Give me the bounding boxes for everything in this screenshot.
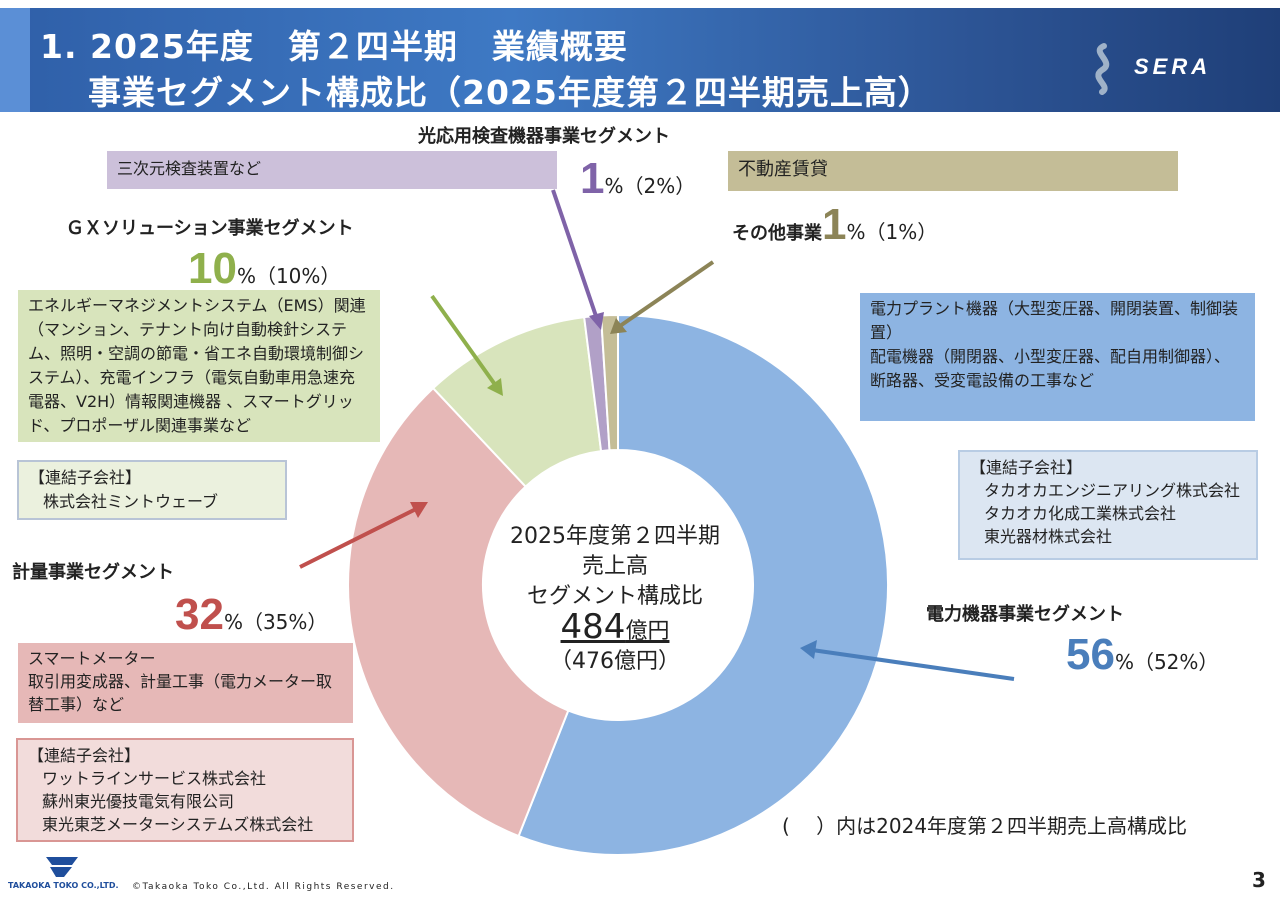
power-desc-line3: 断路器、受変電設備の工事など [870, 371, 1095, 390]
metering-desc-line1: スマートメーター [28, 649, 156, 668]
optical-desc: 三次元検査装置など [117, 159, 262, 178]
sera-logo-text: SERA [1134, 54, 1211, 79]
metering-segment-title: 計量事業セグメント [12, 562, 174, 583]
metering-subsidiary-label: 【連結子会社】 [28, 746, 141, 765]
power-pct-suffix: %（52%） [1114, 650, 1219, 674]
arrow-other [618, 260, 715, 328]
gx-pct: 10%（10%） [188, 244, 340, 294]
gx-segment-title: ＧＸソリューション事業セグメント [66, 218, 354, 239]
center-line3: セグメント構成比 [526, 584, 703, 609]
center-line1: 2025年度第２四半期 [510, 524, 720, 549]
arrow-gx [430, 294, 498, 388]
page-number: 3 [1252, 868, 1266, 892]
other-desc-box: 不動産賃貸 [728, 151, 1178, 191]
gx-pct-suffix: %（10%） [236, 264, 341, 288]
other-pct: その他事業1%（1%） [732, 200, 937, 250]
other-segment-title: その他事業 [732, 223, 822, 244]
other-pct-value: 1 [822, 200, 847, 249]
arrow-metering-head [410, 502, 428, 518]
optical-pct: 1%（2%） [580, 154, 695, 204]
header-stripe [0, 8, 30, 112]
donut-center-label: 2025年度第２四半期 売上高 セグメント構成比 484億円 （476億円） [470, 522, 760, 677]
footnote: ( ）内は2024年度第２四半期売上高構成比 [782, 814, 1188, 838]
optical-segment-title: 光応用検査機器事業セグメント [418, 126, 670, 147]
center-amount-value: 484 [560, 607, 626, 647]
metering-subsidiary-item: ワットラインサービス株式会社 [42, 769, 267, 788]
header-banner: 1. 2025年度 第２四半期 業績概要 事業セグメント構成比（2025年度第２… [0, 8, 1280, 112]
company-mark-icon [46, 857, 78, 877]
company-name: TAKAOKA TOKO CO.,LTD. [8, 881, 119, 890]
arrow-power-head [800, 640, 817, 659]
sera-logo: SERA [1095, 43, 1211, 95]
power-subsidiary-label: 【連結子会社】 [970, 458, 1083, 477]
metering-subsidiary-item: 蘇州東光優技電気有限公司 [42, 792, 235, 811]
center-total: 484億円 [470, 610, 760, 647]
metering-pct-value: 32 [175, 590, 224, 639]
metering-pct-suffix: %（35%） [223, 610, 328, 634]
center-prev-amount: （476億円） [550, 649, 680, 674]
power-subsidiary-item: 東光器材株式会社 [984, 527, 1113, 546]
copyright: ©Takaoka Toko Co.,Ltd. All Rights Reserv… [132, 882, 395, 892]
company-logo: TAKAOKA TOKO CO.,LTD. [8, 855, 119, 895]
power-desc-box: 電力プラント機器（大型変圧器、開閉装置、制御装置） 配電機器（開閉器、小型変圧器… [860, 293, 1255, 421]
metering-subsidiary-item: 東光東芝メーターシステムズ株式会社 [42, 815, 314, 834]
other-pct-suffix: %（1%） [846, 220, 938, 244]
donut-slices [347, 313, 889, 856]
metering-desc-box: スマートメーター 取引用変成器、計量工事（電力メーター取替工事）など [18, 643, 353, 723]
optical-desc-box: 三次元検査装置など [107, 151, 557, 189]
arrow-other-head [610, 318, 627, 334]
metering-pct: 32%（35%） [175, 590, 327, 640]
donut-hole [483, 450, 753, 720]
page-title-line2: 事業セグメント構成比（2025年度第２四半期売上高） [88, 73, 932, 112]
optical-pct-value: 1 [580, 154, 605, 203]
arrow-power [811, 648, 1015, 681]
optical-pct-suffix: %（2%） [604, 174, 696, 198]
gx-subsidiary-label: 【連結子会社】 [29, 468, 142, 487]
metering-desc-line2: 取引用変成器、計量工事（電力メーター取替工事）など [28, 672, 333, 714]
center-amount-unit: 億円 [625, 619, 670, 644]
power-pct-value: 56 [1066, 630, 1115, 679]
center-line2: 売上高 [581, 554, 648, 579]
power-desc-line1: 電力プラント機器（大型変圧器、開閉装置、制御装置） [870, 299, 1239, 342]
gx-subsidiary-item: 株式会社ミントウェーブ [43, 492, 219, 511]
gx-desc-box: エネルギーマネジメントシステム（EMS）関連（マンション、テナント向け自動検針シ… [18, 290, 380, 442]
arrow-gx-head [487, 378, 503, 396]
page-title-line1: 1. 2025年度 第２四半期 業績概要 [40, 27, 628, 66]
arrow-optical [551, 189, 600, 323]
power-segment-title: 電力機器事業セグメント [926, 604, 1124, 625]
gx-subsidiary-box: 【連結子会社】 株式会社ミントウェーブ [17, 460, 287, 520]
arrow-optical-head [589, 312, 604, 330]
power-subsidiary-item: タカオカ化成工業株式会社 [984, 504, 1177, 523]
gx-desc: エネルギーマネジメントシステム（EMS）関連（マンション、テナント向け自動検針シ… [28, 296, 366, 435]
arrow-metering [299, 506, 419, 569]
power-pct: 56%（52%） [1066, 630, 1218, 680]
other-desc: 不動産賃貸 [738, 159, 828, 180]
power-subsidiary-item: タカオカエンジニアリング株式会社 [984, 481, 1241, 500]
metering-subsidiary-box: 【連結子会社】 ワットラインサービス株式会社 蘇州東光優技電気有限公司 東光東芝… [16, 738, 354, 842]
power-subsidiary-box: 【連結子会社】 タカオカエンジニアリング株式会社 タカオカ化成工業株式会社 東光… [958, 450, 1258, 560]
power-desc-line2: 配電機器（開閉器、小型変圧器、配自用制御器）、 [870, 347, 1231, 366]
gx-pct-value: 10 [188, 244, 237, 293]
